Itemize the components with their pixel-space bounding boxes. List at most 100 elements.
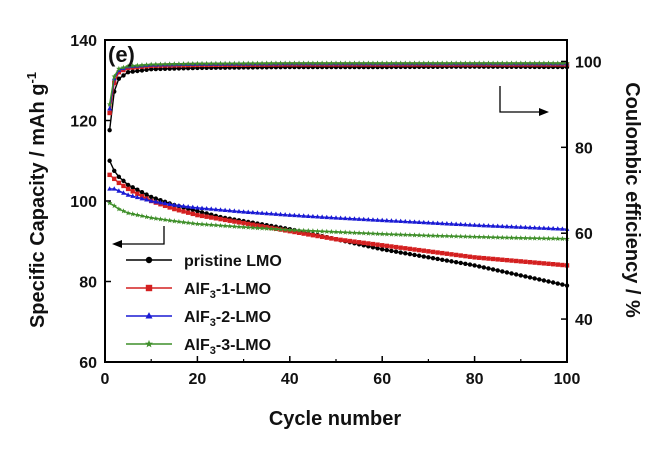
point-s1-efficiency-c6 xyxy=(130,69,135,74)
point-s4-efficiency-c75 xyxy=(448,60,455,66)
point-s3-capacity-c70 xyxy=(425,220,431,225)
point-s4-efficiency-c83 xyxy=(485,60,492,66)
point-s3-capacity-c68 xyxy=(416,219,422,225)
point-s4-capacity-c36 xyxy=(268,225,275,232)
point-s3-capacity-c81 xyxy=(476,222,482,228)
point-s2-capacity-c70 xyxy=(426,249,431,254)
point-s2-capacity-c24 xyxy=(213,216,219,221)
right-axis-arrow xyxy=(499,86,549,116)
point-s3-capacity-c73 xyxy=(439,220,445,226)
point-s3-capacity-c38 xyxy=(278,211,283,217)
point-s4-capacity-c20 xyxy=(194,221,201,227)
point-s4-capacity-c67 xyxy=(411,232,418,238)
point-s1-efficiency-c7 xyxy=(135,68,140,74)
series-4-capacity-line xyxy=(109,202,568,240)
point-s1-efficiency-c8 xyxy=(139,68,145,73)
point-s3-capacity-c6 xyxy=(130,193,136,198)
point-s4-efficiency-c13 xyxy=(162,61,168,67)
point-s3-capacity-c69 xyxy=(421,219,427,225)
legend-swatch-marker-1 xyxy=(145,256,153,264)
point-s4-capacity-c77 xyxy=(458,233,464,239)
point-s4-capacity-c12 xyxy=(157,216,164,222)
point-s3-capacity-c33 xyxy=(255,210,260,215)
point-s1-capacity-c1 xyxy=(107,158,112,163)
point-s1-capacity-c6 xyxy=(130,185,135,190)
point-s2-capacity-c30 xyxy=(241,220,246,226)
point-s3-capacity-c7 xyxy=(134,194,140,200)
point-s2-capacity-c21 xyxy=(199,213,205,219)
point-s4-capacity-c92 xyxy=(527,235,533,241)
point-s3-capacity-c90 xyxy=(518,224,524,229)
point-s4-efficiency-c67 xyxy=(411,60,418,66)
point-s3-capacity-c59 xyxy=(375,217,380,222)
right-axis-arrow-line xyxy=(499,86,540,113)
point-s4-capacity-c34 xyxy=(259,225,265,231)
point-s2-capacity-c15 xyxy=(172,206,177,212)
point-s4-capacity-c95 xyxy=(541,235,547,241)
point-s4-efficiency-c49 xyxy=(328,60,335,66)
point-s2-capacity-c63 xyxy=(393,244,399,250)
point-s1-capacity-c99 xyxy=(560,282,565,287)
point-s4-capacity-c86 xyxy=(499,234,506,240)
point-s3-capacity-c44 xyxy=(305,213,311,218)
point-s4-capacity-c3 xyxy=(116,206,122,212)
y-right-tick-label-100: 100 xyxy=(575,54,602,71)
legend: pristine LMOAlF3-1-LMOAlF3-2-LMOAlF3-3-L… xyxy=(126,253,282,357)
point-s4-capacity-c93 xyxy=(531,235,538,241)
point-s4-capacity-c1 xyxy=(106,200,113,206)
point-s4-capacity-c24 xyxy=(213,222,219,228)
point-s3-capacity-c87 xyxy=(504,223,510,229)
point-s4-capacity-c17 xyxy=(180,219,187,225)
point-s4-efficiency-c23 xyxy=(208,60,214,66)
point-s3-capacity-c51 xyxy=(338,215,344,220)
point-s4-capacity-c91 xyxy=(522,235,529,241)
point-s3-capacity-c58 xyxy=(370,217,376,222)
point-s3-capacity-c83 xyxy=(486,223,491,228)
point-s4-capacity-c29 xyxy=(236,223,242,230)
point-s4-capacity-c79 xyxy=(467,233,473,240)
point-s2-capacity-c88 xyxy=(509,258,514,263)
point-s3-capacity-c5 xyxy=(125,192,131,197)
point-s3-capacity-c20 xyxy=(194,205,200,210)
point-s2-capacity-c7 xyxy=(135,191,140,196)
point-s2-capacity-c57 xyxy=(366,241,371,246)
y-left-tick-label-60: 60 xyxy=(79,355,97,372)
y-left-tick-label-100: 100 xyxy=(70,194,97,211)
point-s4-capacity-c2 xyxy=(111,202,117,209)
point-s4-capacity-c35 xyxy=(263,225,270,231)
point-s2-capacity-c17 xyxy=(181,209,186,214)
point-s2-capacity-c73 xyxy=(440,250,445,256)
point-s2-capacity-c60 xyxy=(380,243,385,248)
legend-entry-2: AlF3-1-LMO xyxy=(126,281,271,301)
point-s2-capacity-c69 xyxy=(421,248,426,253)
y-left-tick-label-140: 140 xyxy=(70,33,97,50)
point-s3-capacity-c12 xyxy=(158,199,163,205)
point-s4-efficiency-c1 xyxy=(106,101,113,107)
point-s4-efficiency-c99 xyxy=(559,60,566,66)
y-left-tick-label-80: 80 xyxy=(79,275,97,292)
point-s4-capacity-c66 xyxy=(407,232,413,238)
legend-entry-1: pristine LMO xyxy=(126,253,282,270)
series-4-efficiency-line xyxy=(108,62,567,105)
x-tick-label-40: 40 xyxy=(281,371,299,388)
point-s2-capacity-c51 xyxy=(338,237,343,243)
point-s3-capacity-c48 xyxy=(324,214,330,220)
point-s4-capacity-c5 xyxy=(125,210,131,216)
point-s2-capacity-c23 xyxy=(209,215,214,220)
point-s4-capacity-c69 xyxy=(421,232,427,238)
point-s4-efficiency-c59 xyxy=(374,60,381,66)
point-s4-capacity-c50 xyxy=(333,229,339,235)
point-s1-capacity-c95 xyxy=(541,278,547,283)
point-s4-capacity-c46 xyxy=(314,228,321,234)
point-s2-capacity-c79 xyxy=(467,254,473,259)
point-s4-efficiency-c69 xyxy=(421,60,427,66)
point-s4-efficiency-c52 xyxy=(342,60,348,66)
point-s1-capacity-c7 xyxy=(135,187,140,192)
point-s2-capacity-c74 xyxy=(444,251,450,256)
point-s3-capacity-c37 xyxy=(273,211,279,216)
point-s4-efficiency-c31 xyxy=(245,60,251,66)
point-s1-efficiency-c4 xyxy=(121,73,126,78)
point-s3-capacity-c63 xyxy=(393,218,399,223)
point-s4-capacity-c71 xyxy=(430,232,436,239)
